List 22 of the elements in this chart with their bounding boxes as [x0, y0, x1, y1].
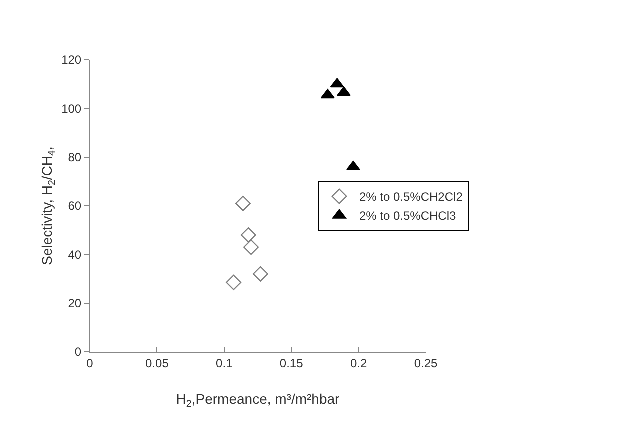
y-tick-label: 100 [62, 102, 82, 116]
y-tick-label: 0 [74, 345, 82, 360]
y-tick-label: 60 [68, 199, 82, 214]
y-tick-label: 40 [68, 248, 82, 262]
point [252, 266, 268, 282]
point [226, 274, 242, 290]
y-tick-label: 120 [62, 53, 82, 68]
x-tick-label: 0.2 [350, 356, 368, 370]
x-axis-title: H$_{2}$,Permeance, m³/m²hbar [176, 391, 340, 410]
x-tick-label: 0 [86, 356, 94, 370]
x-tick-label: 0.15 [280, 356, 304, 370]
x-tick-label: 0.1 [216, 356, 234, 370]
point [235, 196, 251, 212]
x-tick-label: 0.25 [414, 356, 438, 370]
y-tick-label: 20 [68, 296, 82, 311]
legend-label: 2% to 0.5%CHCl3 [359, 209, 457, 224]
y-tick-label: 80 [68, 150, 82, 165]
point [244, 240, 260, 256]
legend-label: 2% to 0.5%CH2Cl2 [359, 190, 464, 204]
point [240, 227, 256, 243]
point [337, 86, 351, 96]
x-tick-label: 0.05 [146, 356, 170, 370]
